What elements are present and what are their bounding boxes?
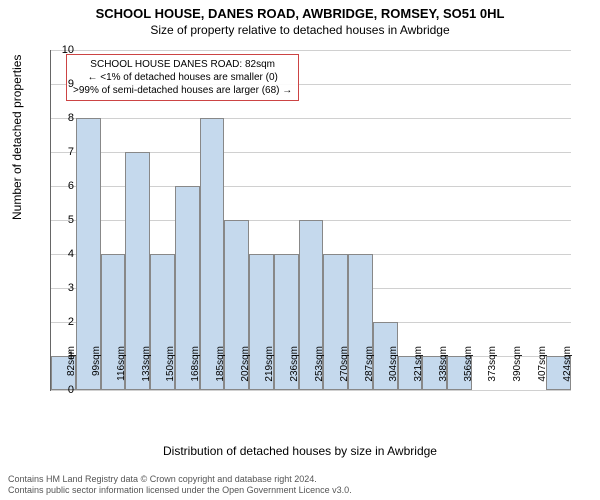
- xtick-label: 338sqm: [438, 346, 449, 394]
- xtick-label: 287sqm: [364, 346, 375, 394]
- y-axis-label: Number of detached properties: [10, 55, 24, 220]
- xtick-label: 116sqm: [116, 346, 127, 394]
- ytick-label: 8: [54, 112, 74, 124]
- plot-area: 82sqm99sqm116sqm133sqm150sqm168sqm185sqm…: [50, 50, 570, 390]
- ytick-label: 10: [54, 44, 74, 56]
- gridline: [51, 50, 571, 51]
- xtick-label: 236sqm: [289, 346, 300, 394]
- gridline: [51, 118, 571, 119]
- annotation-line1: SCHOOL HOUSE DANES ROAD: 82sqm: [73, 58, 292, 71]
- annotation-line2: ← <1% of detached houses are smaller (0): [73, 71, 292, 84]
- xtick-label: 390sqm: [512, 346, 523, 394]
- xtick-label: 133sqm: [141, 346, 152, 394]
- ytick-label: 7: [54, 146, 74, 158]
- attribution: Contains HM Land Registry data © Crown c…: [8, 474, 352, 496]
- xtick-label: 304sqm: [388, 346, 399, 394]
- xtick-label: 150sqm: [165, 346, 176, 394]
- chart-subtitle: Size of property relative to detached ho…: [0, 21, 600, 37]
- attribution-line2: Contains public sector information licen…: [8, 485, 352, 496]
- xtick-label: 219sqm: [264, 346, 275, 394]
- xtick-label: 202sqm: [240, 346, 251, 394]
- ytick-label: 3: [54, 282, 74, 294]
- ytick-label: 4: [54, 248, 74, 260]
- chart-title: SCHOOL HOUSE, DANES ROAD, AWBRIDGE, ROMS…: [0, 0, 600, 21]
- xtick-label: 424sqm: [562, 346, 573, 394]
- xtick-label: 253sqm: [314, 346, 325, 394]
- xtick-label: 321sqm: [413, 346, 424, 394]
- ytick-label: 9: [54, 78, 74, 90]
- ytick-label: 6: [54, 180, 74, 192]
- xtick-label: 270sqm: [339, 346, 350, 394]
- xtick-label: 185sqm: [215, 346, 226, 394]
- plot: [50, 50, 571, 391]
- ytick-label: 5: [54, 214, 74, 226]
- ytick-label: 0: [54, 384, 74, 396]
- xtick-label: 168sqm: [190, 346, 201, 394]
- ytick-label: 2: [54, 316, 74, 328]
- annotation-box: SCHOOL HOUSE DANES ROAD: 82sqm ← <1% of …: [66, 54, 299, 101]
- attribution-line1: Contains HM Land Registry data © Crown c…: [8, 474, 352, 485]
- xtick-label: 356sqm: [463, 346, 474, 394]
- ytick-label: 1: [54, 350, 74, 362]
- annotation-line3: >99% of semi-detached houses are larger …: [73, 84, 292, 97]
- xtick-label: 407sqm: [537, 346, 548, 394]
- chart-container: SCHOOL HOUSE, DANES ROAD, AWBRIDGE, ROMS…: [0, 0, 600, 500]
- x-axis-label: Distribution of detached houses by size …: [0, 444, 600, 458]
- xtick-label: 99sqm: [91, 346, 102, 394]
- xtick-label: 373sqm: [487, 346, 498, 394]
